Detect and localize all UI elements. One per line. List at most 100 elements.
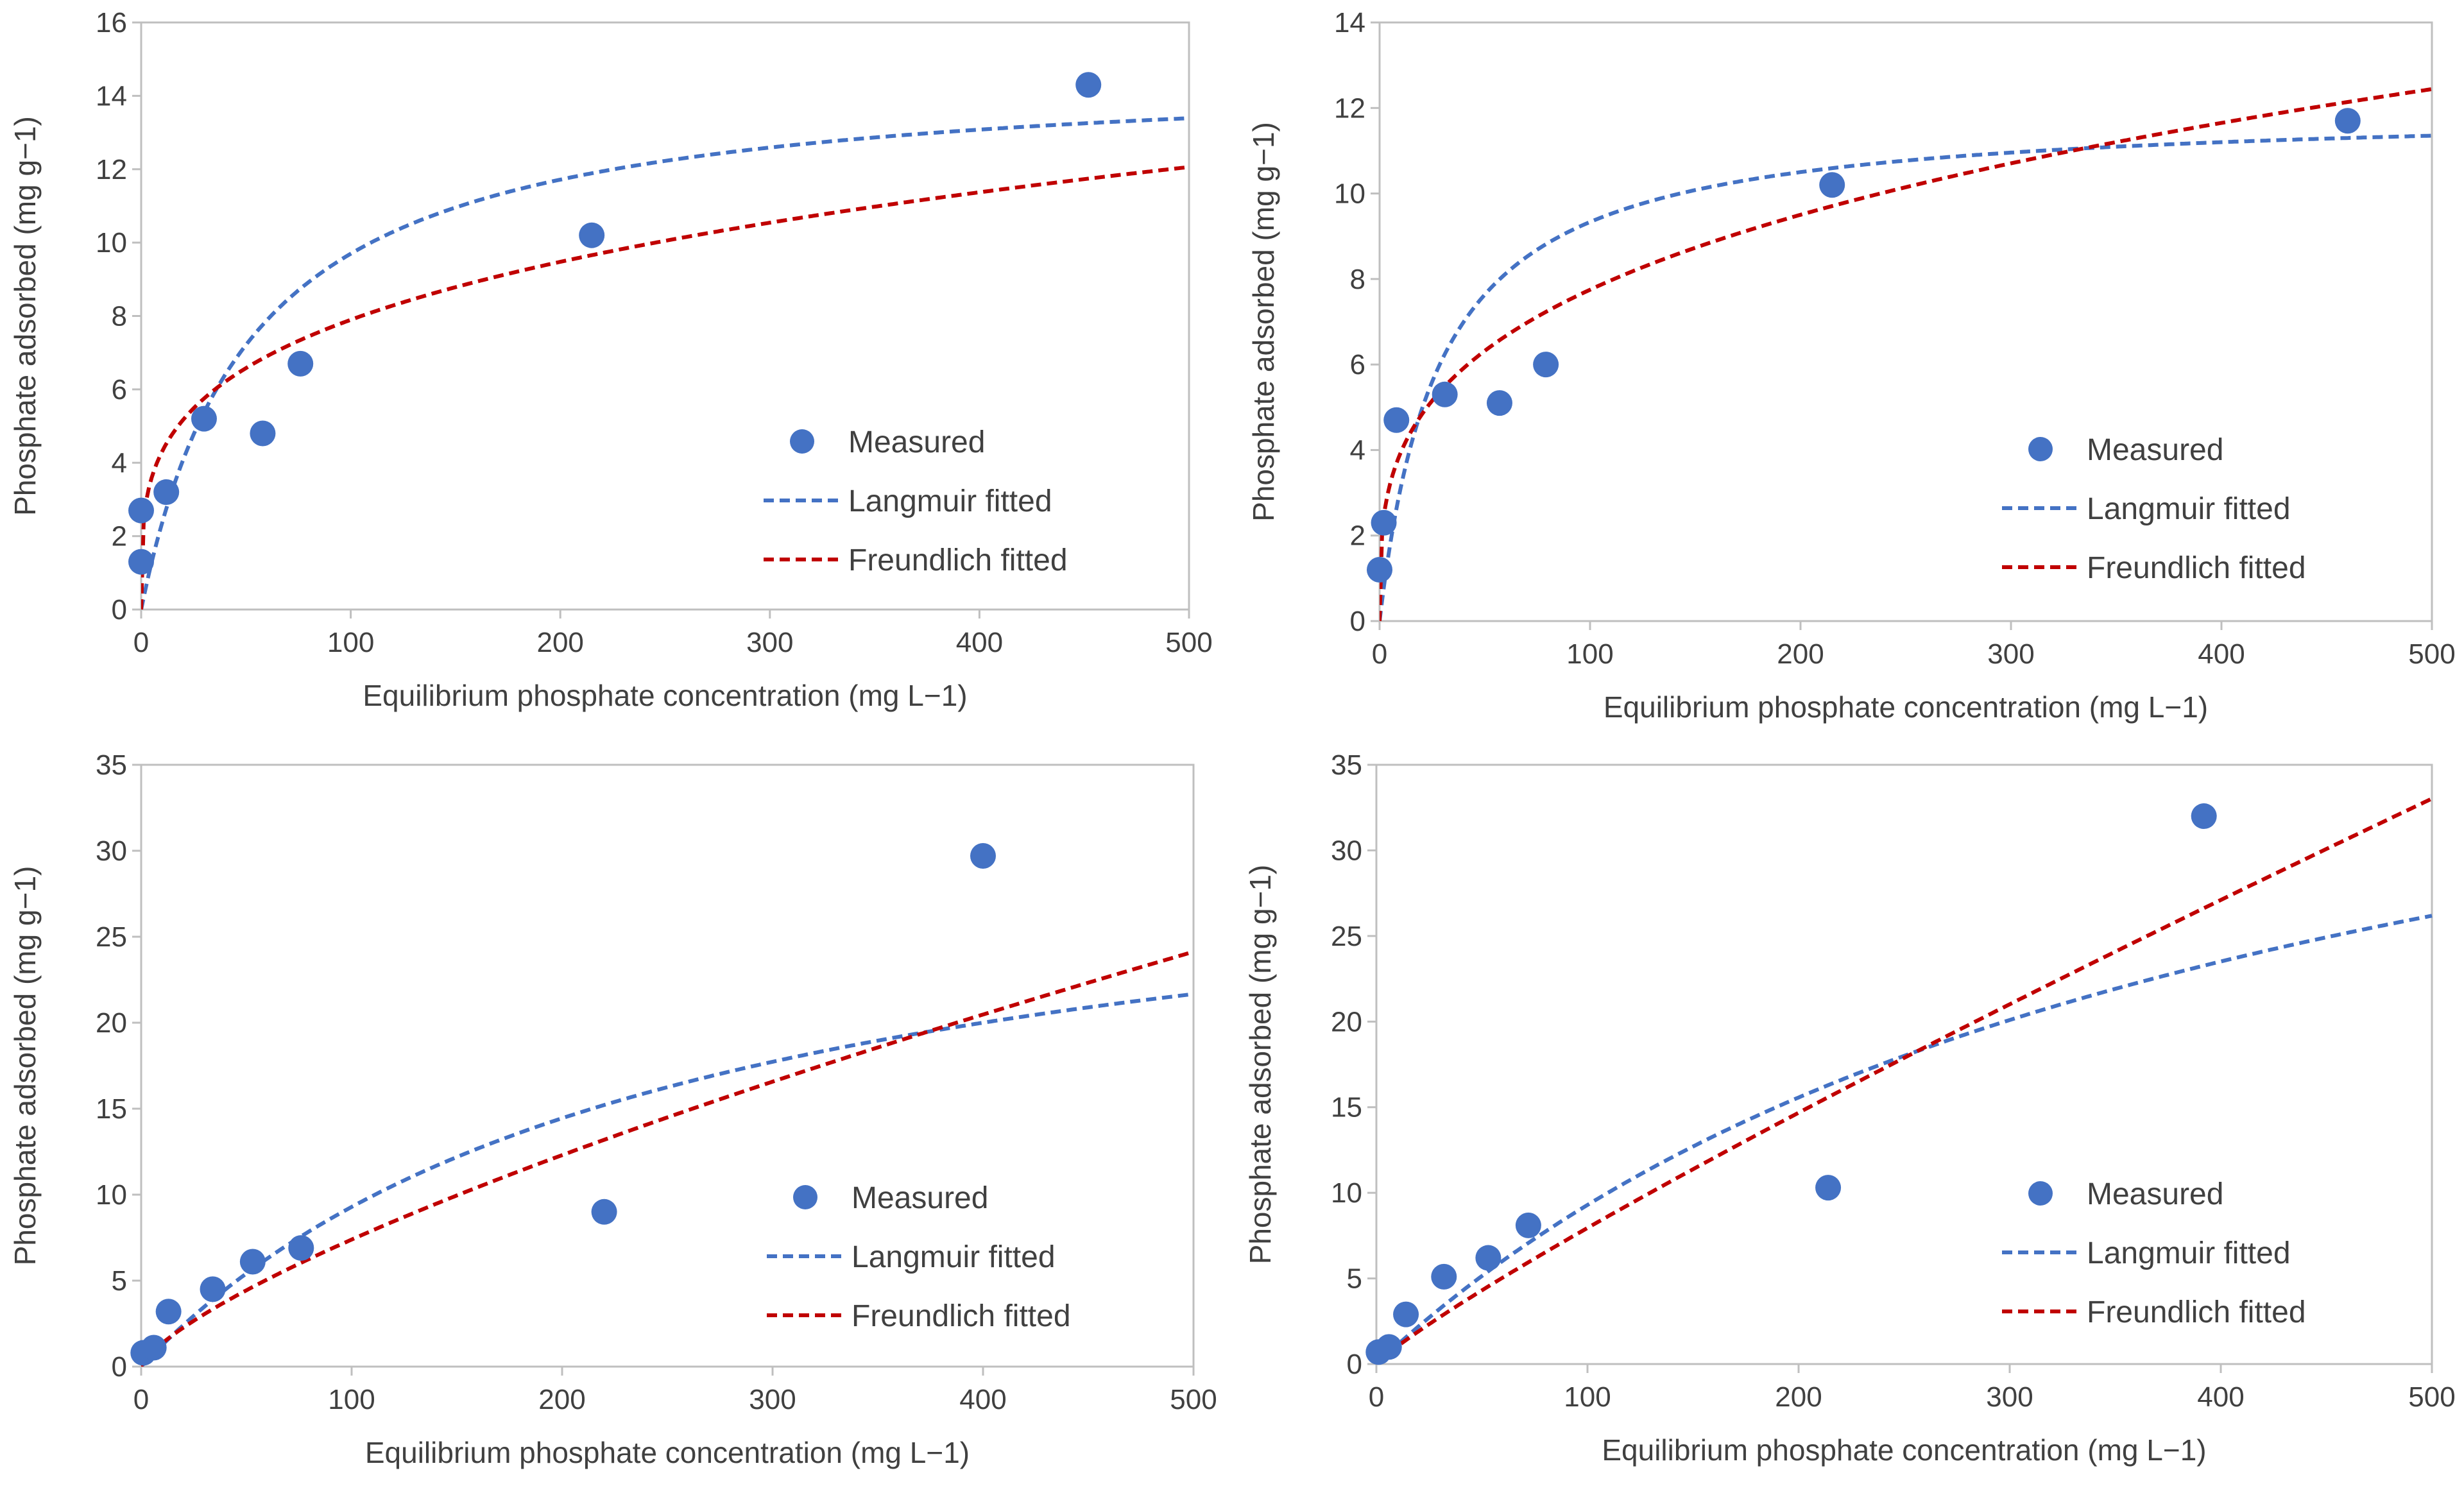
- measured-point: [1075, 72, 1102, 98]
- legend-label: Freundlich fitted: [2087, 1295, 2306, 1329]
- measured-point: [1432, 381, 1458, 407]
- measured-point: [200, 1276, 226, 1302]
- x-tick-label: 300: [746, 627, 793, 658]
- freundlich-fitted-curve: [141, 950, 1194, 1367]
- y-tick-label: 8: [1350, 264, 1365, 295]
- y-tick-label: 2: [112, 521, 127, 552]
- freundlich-fitted-curve: [1380, 87, 2433, 621]
- x-axis-title: Equilibrium phosphate concentration (mg …: [1604, 690, 2208, 724]
- y-tick-label: 6: [112, 374, 127, 405]
- y-tick-label: 6: [1350, 349, 1365, 380]
- y-tick-label: 8: [112, 301, 127, 332]
- y-tick-label: 0: [112, 594, 127, 626]
- x-tick-label: 0: [1372, 638, 1387, 670]
- y-tick-label: 14: [1334, 7, 1365, 38]
- x-tick-label: 0: [133, 1384, 149, 1415]
- legend: Measured Langmuir fitted Freundlich fitted: [767, 1181, 1071, 1333]
- y-tick-label: 20: [96, 1007, 127, 1039]
- measured-point: [155, 1299, 182, 1325]
- measured-point: [128, 549, 154, 575]
- legend-label: Freundlich fitted: [851, 1299, 1071, 1333]
- legend-marker-measured: [2028, 437, 2053, 461]
- x-axis-title: Equilibrium phosphate concentration (mg …: [1602, 1433, 2206, 1467]
- measured-point: [128, 497, 154, 524]
- freundlich-fitted-curve: [141, 165, 1190, 610]
- measured-point: [1815, 1175, 1842, 1201]
- legend: Measured Langmuir fitted Freundlich fitted: [2002, 1177, 2306, 1329]
- legend-marker-measured: [2028, 1181, 2053, 1206]
- y-tick-label: 35: [96, 749, 127, 781]
- y-tick-label: 35: [1331, 749, 1362, 781]
- plot-area-frame: [1375, 764, 2433, 1365]
- x-axis-title: Equilibrium phosphate concentration (mg …: [363, 679, 967, 712]
- measured-point: [250, 420, 276, 447]
- measured-point: [970, 843, 996, 869]
- y-tick-label: 0: [1350, 606, 1365, 637]
- plot-area-frame: [140, 764, 1195, 1368]
- langmuir-fitted-curve: [1380, 133, 2433, 621]
- y-axis-title: Phosphate adsorbed (mg g−1): [8, 866, 42, 1266]
- measured-point: [1371, 509, 1397, 536]
- x-tick-label: 100: [328, 1384, 375, 1415]
- legend-label: Langmuir fitted: [2087, 492, 2291, 526]
- x-tick-label: 400: [959, 1384, 1006, 1415]
- measured-point: [579, 222, 605, 248]
- measured-point: [2334, 108, 2361, 134]
- legend: Measured Langmuir fitted Freundlich fitted: [764, 425, 1068, 577]
- x-tick-label: 100: [1566, 638, 1613, 670]
- y-tick-label: 0: [112, 1351, 127, 1383]
- measured-point: [1393, 1301, 1419, 1327]
- measured-point: [1367, 557, 1392, 583]
- x-tick-label: 500: [2408, 1381, 2455, 1413]
- measured-point: [1515, 1212, 1541, 1238]
- x-tick-label: 500: [1165, 627, 1212, 658]
- measured-point: [239, 1249, 266, 1275]
- x-tick-label: 500: [2408, 638, 2455, 670]
- measured-point: [1431, 1263, 1457, 1290]
- chart-panel-2: 0 2 4 6 8 10 12 14 0 100 200 300 400 500 Equilibrium p…: [1247, 7, 2456, 724]
- measured-point: [2191, 803, 2217, 830]
- y-tick-label: 12: [96, 154, 127, 185]
- legend-label: Measured: [2087, 1177, 2223, 1211]
- legend-label: Measured: [848, 425, 985, 459]
- legend-label: Langmuir fitted: [851, 1240, 1056, 1274]
- x-tick-label: 300: [749, 1384, 796, 1415]
- measured-point: [1475, 1245, 1502, 1271]
- legend-label: Langmuir fitted: [848, 484, 1052, 518]
- y-tick-label: 5: [112, 1265, 127, 1297]
- x-tick-label: 0: [133, 627, 149, 658]
- y-tick-label: 12: [1334, 92, 1365, 124]
- y-tick-label: 0: [1347, 1349, 1362, 1380]
- plot-area-frame: [1378, 21, 2433, 622]
- x-tick-label: 0: [1369, 1381, 1384, 1413]
- chart-panel-1: 0 2 4 6 8 10 12 14 16 0 100 200 300 400 500 Equilibrium…: [8, 7, 1213, 712]
- measured-point: [287, 350, 314, 377]
- x-tick-label: 100: [1564, 1381, 1611, 1413]
- y-tick-label: 30: [96, 835, 127, 867]
- y-tick-label: 16: [96, 7, 127, 38]
- y-tick-label: 14: [96, 80, 127, 112]
- y-tick-label: 25: [96, 921, 127, 953]
- y-tick-label: 10: [1334, 178, 1365, 210]
- x-tick-label: 100: [327, 627, 374, 658]
- x-tick-label: 300: [1987, 638, 2034, 670]
- legend-marker-measured: [793, 1185, 817, 1209]
- x-tick-label: 500: [1170, 1384, 1217, 1415]
- x-tick-label: 400: [956, 627, 1003, 658]
- x-tick-label: 200: [538, 1384, 585, 1415]
- langmuir-fitted-curve: [141, 116, 1190, 610]
- measured-point: [288, 1235, 314, 1261]
- y-tick-label: 4: [1350, 434, 1365, 466]
- y-axis-title: Phosphate adsorbed (mg g−1): [8, 116, 42, 516]
- measured-point: [141, 1335, 167, 1361]
- y-tick-label: 30: [1331, 835, 1362, 866]
- measured-point: [1376, 1334, 1402, 1360]
- legend-label: Measured: [851, 1181, 988, 1215]
- legend: Measured Langmuir fitted Freundlich fitted: [2002, 433, 2306, 585]
- y-axis-title: Phosphate adsorbed (mg g−1): [1247, 122, 1280, 522]
- legend-label: Freundlich fitted: [2087, 551, 2306, 585]
- x-tick-label: 300: [1986, 1381, 2033, 1413]
- y-tick-label: 10: [96, 1179, 127, 1211]
- x-tick-label: 200: [1775, 1381, 1822, 1413]
